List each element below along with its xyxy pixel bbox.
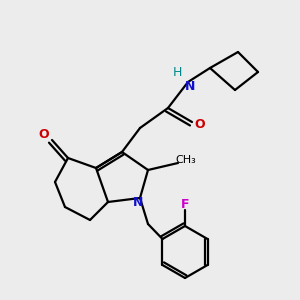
Text: F: F bbox=[181, 197, 189, 211]
Text: O: O bbox=[39, 128, 49, 142]
Text: N: N bbox=[185, 80, 195, 92]
Text: CH₃: CH₃ bbox=[176, 155, 197, 165]
Text: O: O bbox=[195, 118, 205, 131]
Text: N: N bbox=[133, 196, 143, 209]
Text: H: H bbox=[172, 65, 182, 79]
